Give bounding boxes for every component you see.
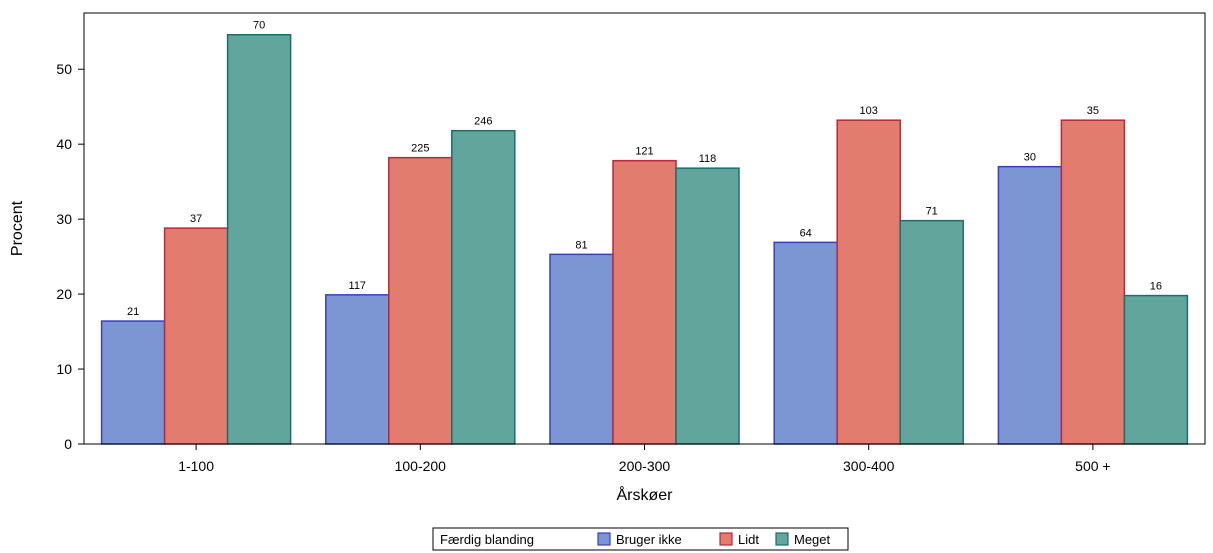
bar bbox=[325, 294, 390, 445]
data-label: 71 bbox=[926, 206, 938, 218]
bar bbox=[100, 320, 166, 445]
data-label: 117 bbox=[349, 280, 367, 292]
data-label: 103 bbox=[860, 105, 878, 117]
y-axis: 0 10 20 30 40 50 bbox=[56, 61, 84, 452]
legend-swatch bbox=[719, 532, 733, 546]
x-axis: 1-100 100-200 200-300 300-400 500 + bbox=[178, 444, 1111, 474]
data-label: 121 bbox=[635, 146, 653, 158]
data-label: 118 bbox=[699, 153, 717, 165]
bar bbox=[773, 241, 838, 445]
data-label: 64 bbox=[800, 227, 812, 239]
bar bbox=[451, 129, 516, 445]
data-label: 16 bbox=[1150, 281, 1162, 293]
bar bbox=[226, 33, 292, 445]
y-axis-title: Procent bbox=[9, 200, 26, 256]
bar bbox=[997, 165, 1063, 445]
x-tick-label: 500 + bbox=[1075, 458, 1110, 474]
x-tick-label: 200-300 bbox=[619, 458, 671, 474]
legend-label: Lidt bbox=[738, 532, 759, 547]
data-labels-layer: 21 37 70 117 225 246 81 121 118 64 103 71 30 35 16 bbox=[127, 20, 1162, 318]
legend-label: Meget bbox=[794, 532, 831, 547]
legend-swatch bbox=[775, 532, 789, 546]
legend-label: Bruger ikke bbox=[616, 532, 682, 547]
data-label: 37 bbox=[190, 213, 202, 225]
bar bbox=[388, 156, 453, 445]
legend: Færdig blanding Bruger ikke Lidt Meget bbox=[432, 527, 849, 551]
bar bbox=[612, 159, 677, 445]
y-tick-label: 10 bbox=[56, 361, 72, 377]
data-label: 225 bbox=[411, 143, 429, 155]
data-label: 70 bbox=[253, 20, 265, 32]
data-label: 35 bbox=[1087, 105, 1099, 117]
bar bbox=[549, 253, 614, 445]
y-tick-label: 0 bbox=[64, 436, 72, 452]
bar bbox=[675, 167, 740, 445]
y-tick-label: 50 bbox=[56, 61, 72, 77]
legend-box bbox=[432, 527, 849, 551]
y-tick-label: 20 bbox=[56, 286, 72, 302]
data-label: 81 bbox=[575, 239, 587, 251]
x-tick-label: 100-200 bbox=[395, 458, 447, 474]
bars-layer bbox=[100, 33, 1189, 445]
x-axis-title: Årskøer bbox=[617, 485, 674, 504]
bar bbox=[899, 219, 964, 445]
bar bbox=[836, 119, 901, 445]
x-tick-label: 1-100 bbox=[178, 458, 214, 474]
bar bbox=[1123, 294, 1189, 445]
legend-title: Færdig blanding bbox=[440, 532, 534, 547]
data-label: 246 bbox=[474, 116, 492, 128]
y-tick-label: 40 bbox=[56, 136, 72, 152]
x-tick-label: 300-400 bbox=[843, 458, 895, 474]
bar bbox=[1060, 119, 1126, 445]
y-tick-label: 30 bbox=[56, 211, 72, 227]
data-label: 30 bbox=[1024, 152, 1036, 164]
data-label: 21 bbox=[127, 306, 139, 318]
bar bbox=[163, 227, 229, 445]
legend-swatch bbox=[597, 532, 611, 546]
